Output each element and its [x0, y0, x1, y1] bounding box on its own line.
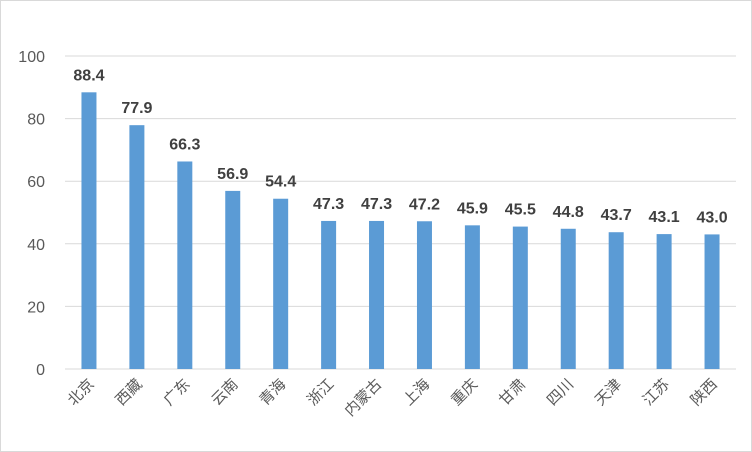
- y-tick-label: 20: [27, 299, 45, 316]
- bar: [704, 234, 720, 369]
- x-category-label: 西藏: [112, 375, 146, 409]
- bar: [225, 190, 241, 369]
- x-category-label: 云南: [208, 375, 242, 409]
- x-category-label: 江苏: [639, 375, 673, 409]
- x-category-label: 四川: [543, 375, 577, 409]
- bar: [656, 234, 672, 369]
- y-tick-label: 40: [27, 237, 45, 254]
- x-category-label: 天津: [591, 375, 625, 409]
- bar: [129, 125, 145, 369]
- x-category-label: 内蒙古: [341, 375, 386, 420]
- bar: [416, 221, 432, 369]
- bar: [369, 220, 385, 369]
- data-label: 54.4: [265, 174, 296, 191]
- bar: [560, 228, 576, 369]
- bar: [81, 92, 97, 370]
- x-category-label: 陕西: [687, 375, 721, 409]
- x-category-label: 北京: [64, 375, 98, 409]
- bar: [464, 225, 480, 369]
- data-label: 56.9: [217, 166, 248, 183]
- bar: [512, 226, 528, 369]
- x-category-label: 上海: [399, 375, 433, 409]
- data-label: 43.1: [649, 209, 680, 226]
- gridlines: [65, 55, 736, 370]
- x-category-label: 浙江: [303, 375, 337, 409]
- data-label: 45.9: [457, 200, 488, 217]
- data-label: 43.0: [696, 209, 727, 226]
- data-label: 47.3: [313, 196, 344, 213]
- bar: [321, 220, 337, 369]
- data-label: 47.2: [409, 196, 440, 213]
- y-tick-label: 80: [27, 112, 45, 129]
- x-axis-category-labels: 北京 西藏 广东 云南 青海 浙江 内蒙古 上海 重庆 甘肃 四川 天津 江苏 陕西: [64, 375, 721, 420]
- bar: [608, 232, 624, 369]
- y-tick-label: 0: [36, 362, 45, 379]
- x-category-label: 甘肃: [495, 375, 529, 409]
- y-tick-label: 60: [27, 174, 45, 191]
- data-label: 43.7: [601, 207, 632, 224]
- data-label: 45.5: [505, 202, 536, 219]
- data-label: 77.9: [121, 100, 152, 117]
- x-category-label: 青海: [256, 375, 290, 409]
- y-axis-tick-labels: 0 20 40 60 80 100: [18, 49, 45, 379]
- bar: [273, 198, 289, 369]
- x-category-label: 广东: [160, 375, 194, 409]
- data-label: 47.3: [361, 196, 392, 213]
- bar: [177, 161, 193, 369]
- data-label: 66.3: [169, 136, 200, 153]
- data-label: 44.8: [553, 204, 584, 221]
- x-category-label: 重庆: [447, 375, 481, 409]
- data-labels: 88.4 77.9 66.3 56.9 54.4 47.3 47.3 47.2 45.9 45.5…: [73, 67, 727, 226]
- data-label: 88.4: [73, 67, 104, 84]
- bars: [81, 92, 720, 370]
- y-tick-label: 100: [18, 49, 45, 66]
